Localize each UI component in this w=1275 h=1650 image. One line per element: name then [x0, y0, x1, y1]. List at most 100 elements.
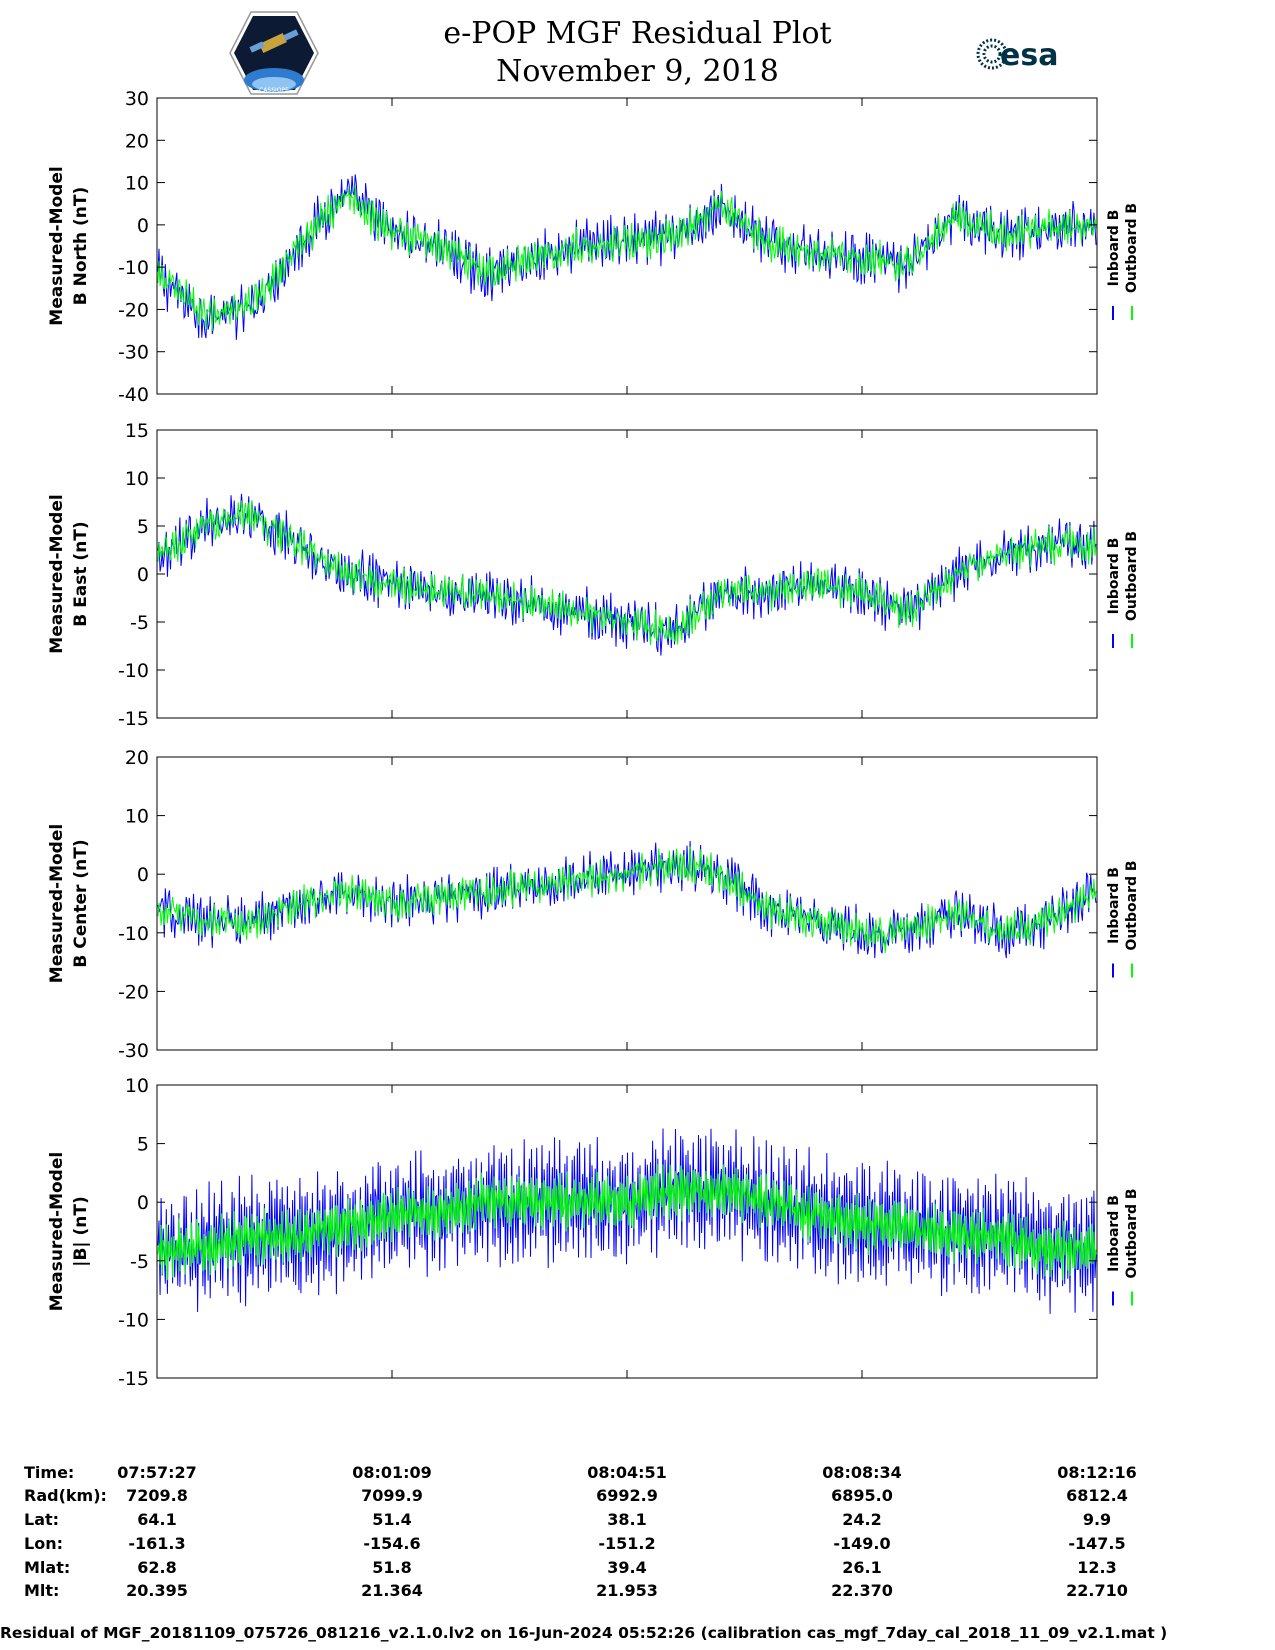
series-outboard-line [157, 846, 1097, 954]
y-tick-label: -30 [118, 342, 149, 364]
y-tick-label: -15 [118, 708, 149, 730]
y-tick-label: -40 [118, 384, 149, 406]
y-tick-label: -10 [118, 660, 149, 682]
ephemeris-row-label: Mlat: [24, 1558, 71, 1577]
ephemeris-value: 64.1 [137, 1510, 177, 1529]
ephemeris-value: 9.9 [1082, 1510, 1112, 1529]
legend-inboard-label: Inboard B [1106, 867, 1122, 944]
y-axis-label-line1: Measured-Model [47, 1152, 67, 1311]
ephemeris-value: 22.370 [831, 1581, 893, 1600]
ephemeris-value: 39.4 [607, 1558, 647, 1577]
y-tick-label: -15 [118, 1368, 149, 1390]
plot-frame [156, 429, 1098, 719]
series-outboard-line [157, 184, 1097, 331]
ephemeris-row-label: Rad(km): [24, 1486, 107, 1505]
ephemeris-value: 7209.8 [126, 1486, 188, 1505]
cassiope-logo: CASSIOPE [229, 11, 319, 95]
ephemeris-value: 21.953 [596, 1581, 658, 1600]
chart-panel-3: 20 10 0 -10 -20 -30 Measured-Model B Center (nT… [47, 747, 1140, 1062]
chart-panel-2: 15 10 5 0 -5 -10 -15 Measured-Model B East (nT) I… [47, 420, 1140, 730]
legend-outboard-label: Outboard B [1124, 1188, 1140, 1278]
chart-panel-4: 10 5 0 -5 -10 -15 Measured-Model |B| (nT) Inboar… [47, 1075, 1140, 1390]
ephemeris-value: 12.3 [1077, 1558, 1117, 1577]
y-axis-label-line2: B Center (nT) [71, 839, 91, 967]
legend-outboard-label: Outboard B [1124, 531, 1140, 621]
y-tick-label: 10 [125, 173, 149, 195]
ephemeris-row-label: Time: [24, 1463, 75, 1482]
y-tick-label: 0 [137, 215, 149, 237]
plot-date: November 9, 2018 [496, 54, 779, 89]
ephemeris-value: 26.1 [842, 1558, 882, 1577]
ephemeris-value: 6812.4 [1066, 1486, 1128, 1505]
ephemeris-value: 6895.0 [831, 1486, 893, 1505]
ephemeris-value: 24.2 [842, 1510, 882, 1529]
y-tick-label: -10 [118, 257, 149, 279]
y-tick-label: 5 [137, 1134, 149, 1156]
series-outboard-line [157, 1163, 1097, 1281]
y-tick-label: 0 [137, 1192, 149, 1214]
y-axis-label-line2: B North (nT) [71, 187, 91, 306]
y-axis-label-line2: B East (nT) [71, 521, 91, 626]
y-axis-label-line1: Measured-Model [47, 494, 67, 653]
series-inboard-line [157, 174, 1097, 340]
chart-panel-1: 30 20 10 0 -10 -20 -30 -40 Measured-Model B North… [47, 88, 1140, 406]
y-tick-label: -10 [118, 923, 149, 945]
ephemeris-value: 08:01:09 [352, 1463, 432, 1482]
ephemeris-row-label: Lon: [24, 1534, 63, 1553]
ephemeris-value: 7099.9 [361, 1486, 423, 1505]
y-tick-label: -30 [118, 1040, 149, 1062]
y-tick-label: 10 [125, 806, 149, 828]
y-tick-label: -20 [118, 981, 149, 1003]
ephemeris-value: -147.5 [1068, 1534, 1126, 1553]
ephemeris-value: 51.8 [372, 1558, 412, 1577]
y-axis-label: Measured-Model B North (nT) [47, 166, 91, 325]
esa-logo: esa [976, 38, 1058, 73]
ephemeris-row-label: Lat: [24, 1510, 60, 1529]
y-axis-label: Measured-Model B East (nT) [47, 494, 91, 653]
ephemeris-value: -154.6 [363, 1534, 421, 1553]
chart-legend: Inboard B Outboard B [1106, 203, 1140, 320]
series-outboard-line [157, 500, 1097, 646]
ephemeris-value: 08:04:51 [587, 1463, 667, 1482]
ephemeris-row-label: Mlt: [24, 1581, 60, 1600]
ephemeris-value: -161.3 [128, 1534, 186, 1553]
chart-legend: Inboard B Outboard B [1106, 531, 1140, 648]
y-axis-label-line2: |B| (nT) [71, 1196, 91, 1267]
ephemeris-value: 22.710 [1066, 1581, 1128, 1600]
plot-title: e-POP MGF Residual Plot [443, 16, 832, 51]
ephemeris-value: 08:12:16 [1057, 1463, 1137, 1482]
y-tick-label: 0 [137, 864, 149, 886]
ephemeris-value: 51.4 [372, 1510, 412, 1529]
y-tick-label: -20 [118, 299, 149, 321]
y-tick-label: -5 [130, 1251, 149, 1273]
legend-outboard-label: Outboard B [1124, 860, 1140, 950]
y-tick-label: -5 [130, 612, 149, 634]
esa-logo-text: esa [1000, 38, 1058, 73]
ephemeris-table: Time: Rad(km): Lat: Lon: Mlat: Mlt: 07:57:27 72… [0, 1463, 1275, 1619]
ephemeris-value: 62.8 [137, 1558, 177, 1577]
legend-inboard-label: Inboard B [1106, 1195, 1122, 1272]
legend-inboard-label: Inboard B [1106, 538, 1122, 615]
y-axis-label-line1: Measured-Model [47, 824, 67, 983]
series-inboard-line [157, 840, 1097, 959]
y-axis-label: Measured-Model B Center (nT) [47, 824, 91, 983]
y-tick-label: 10 [125, 1075, 149, 1097]
y-tick-label: 30 [125, 88, 149, 110]
y-tick-label: 0 [137, 564, 149, 586]
ephemeris-value: 38.1 [607, 1510, 647, 1529]
ephemeris-value: -149.0 [833, 1534, 891, 1553]
y-tick-label: -10 [118, 1309, 149, 1331]
ephemeris-value: 08:08:34 [822, 1463, 902, 1482]
chart-legend: Inboard B Outboard B [1106, 860, 1140, 978]
footer-caption: Residual of MGF_20181109_075726_081216_v… [0, 1624, 1168, 1642]
ephemeris-value: 07:57:27 [117, 1463, 197, 1482]
y-tick-label: 5 [137, 516, 149, 538]
legend-inboard-label: Inboard B [1106, 210, 1122, 287]
ephemeris-value: 21.364 [361, 1581, 423, 1600]
y-tick-label: 20 [125, 747, 149, 769]
y-axis-label: Measured-Model |B| (nT) [47, 1152, 91, 1311]
ephemeris-value: -151.2 [598, 1534, 656, 1553]
ephemeris-value: 6992.9 [596, 1486, 658, 1505]
y-tick-label: 10 [125, 468, 149, 490]
